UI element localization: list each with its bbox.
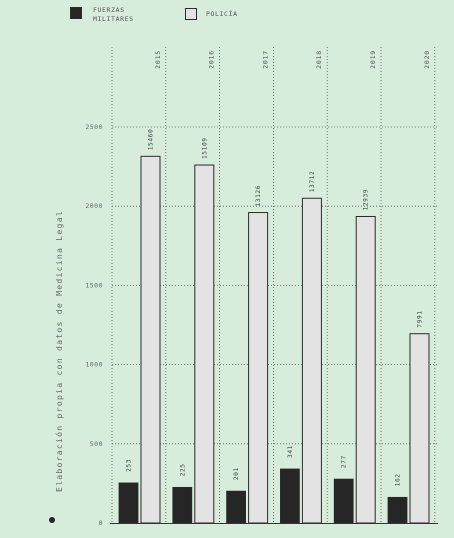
bar-militares: [118, 482, 139, 524]
legend-label-militares-line1: FUERZAS: [93, 6, 125, 14]
y-tick-label: 1500: [85, 281, 103, 289]
legend-label-militares: FUERZAS MILITARES: [93, 6, 134, 24]
bar-militares: [226, 490, 247, 524]
data-label-policia: 15460: [148, 129, 155, 151]
x-tick-label: 2015: [154, 50, 162, 69]
data-label-militares: 162: [395, 473, 402, 486]
legend-label-policia: POLICÍA: [206, 10, 238, 19]
bar-policia: [194, 164, 215, 524]
data-label-militares: 201: [233, 467, 240, 480]
data-label-policia: 13126: [255, 185, 262, 207]
bar-militares: [172, 486, 193, 524]
bar-policia: [140, 155, 161, 524]
legend-label-militares-line2: MILITARES: [93, 15, 134, 23]
data-label-policia: 13712: [309, 171, 316, 193]
data-label-policia: 12939: [363, 189, 370, 211]
bar-militares: [387, 496, 408, 524]
y-tick-label: 1000: [85, 361, 103, 369]
x-tick-label: 2017: [261, 50, 269, 69]
bar-policia: [301, 197, 322, 524]
legend-label-policia-line1: POLICÍA: [206, 10, 238, 18]
data-label-policia: 15109: [201, 137, 208, 159]
data-label-militares: 341: [287, 445, 294, 458]
x-tick-label: 2016: [208, 50, 216, 69]
y-tick-label: 0: [99, 519, 103, 527]
x-tick-label: 2020: [423, 50, 431, 69]
x-tick-label: 2019: [369, 50, 377, 69]
y-tick-label: 2000: [85, 202, 103, 210]
bar-militares: [333, 478, 354, 524]
x-tick-label: 2018: [315, 50, 323, 69]
legend-swatch-militares: [70, 7, 82, 19]
bullet-dot: [49, 517, 55, 523]
data-label-policia: 7991: [417, 310, 424, 327]
y-tick-label: 2500: [85, 123, 103, 131]
bar-militares: [279, 468, 300, 524]
source-note: Elaboración propia con datos de Medicina…: [54, 210, 64, 492]
bar-policia: [248, 212, 269, 524]
bar-policia: [355, 215, 376, 524]
bar-policia: [409, 333, 430, 524]
data-label-militares: 225: [179, 463, 186, 476]
legend-swatch-policia: [185, 8, 197, 20]
data-label-militares: 253: [126, 459, 133, 472]
data-label-militares: 277: [341, 455, 348, 468]
y-tick-label: 500: [90, 440, 103, 448]
